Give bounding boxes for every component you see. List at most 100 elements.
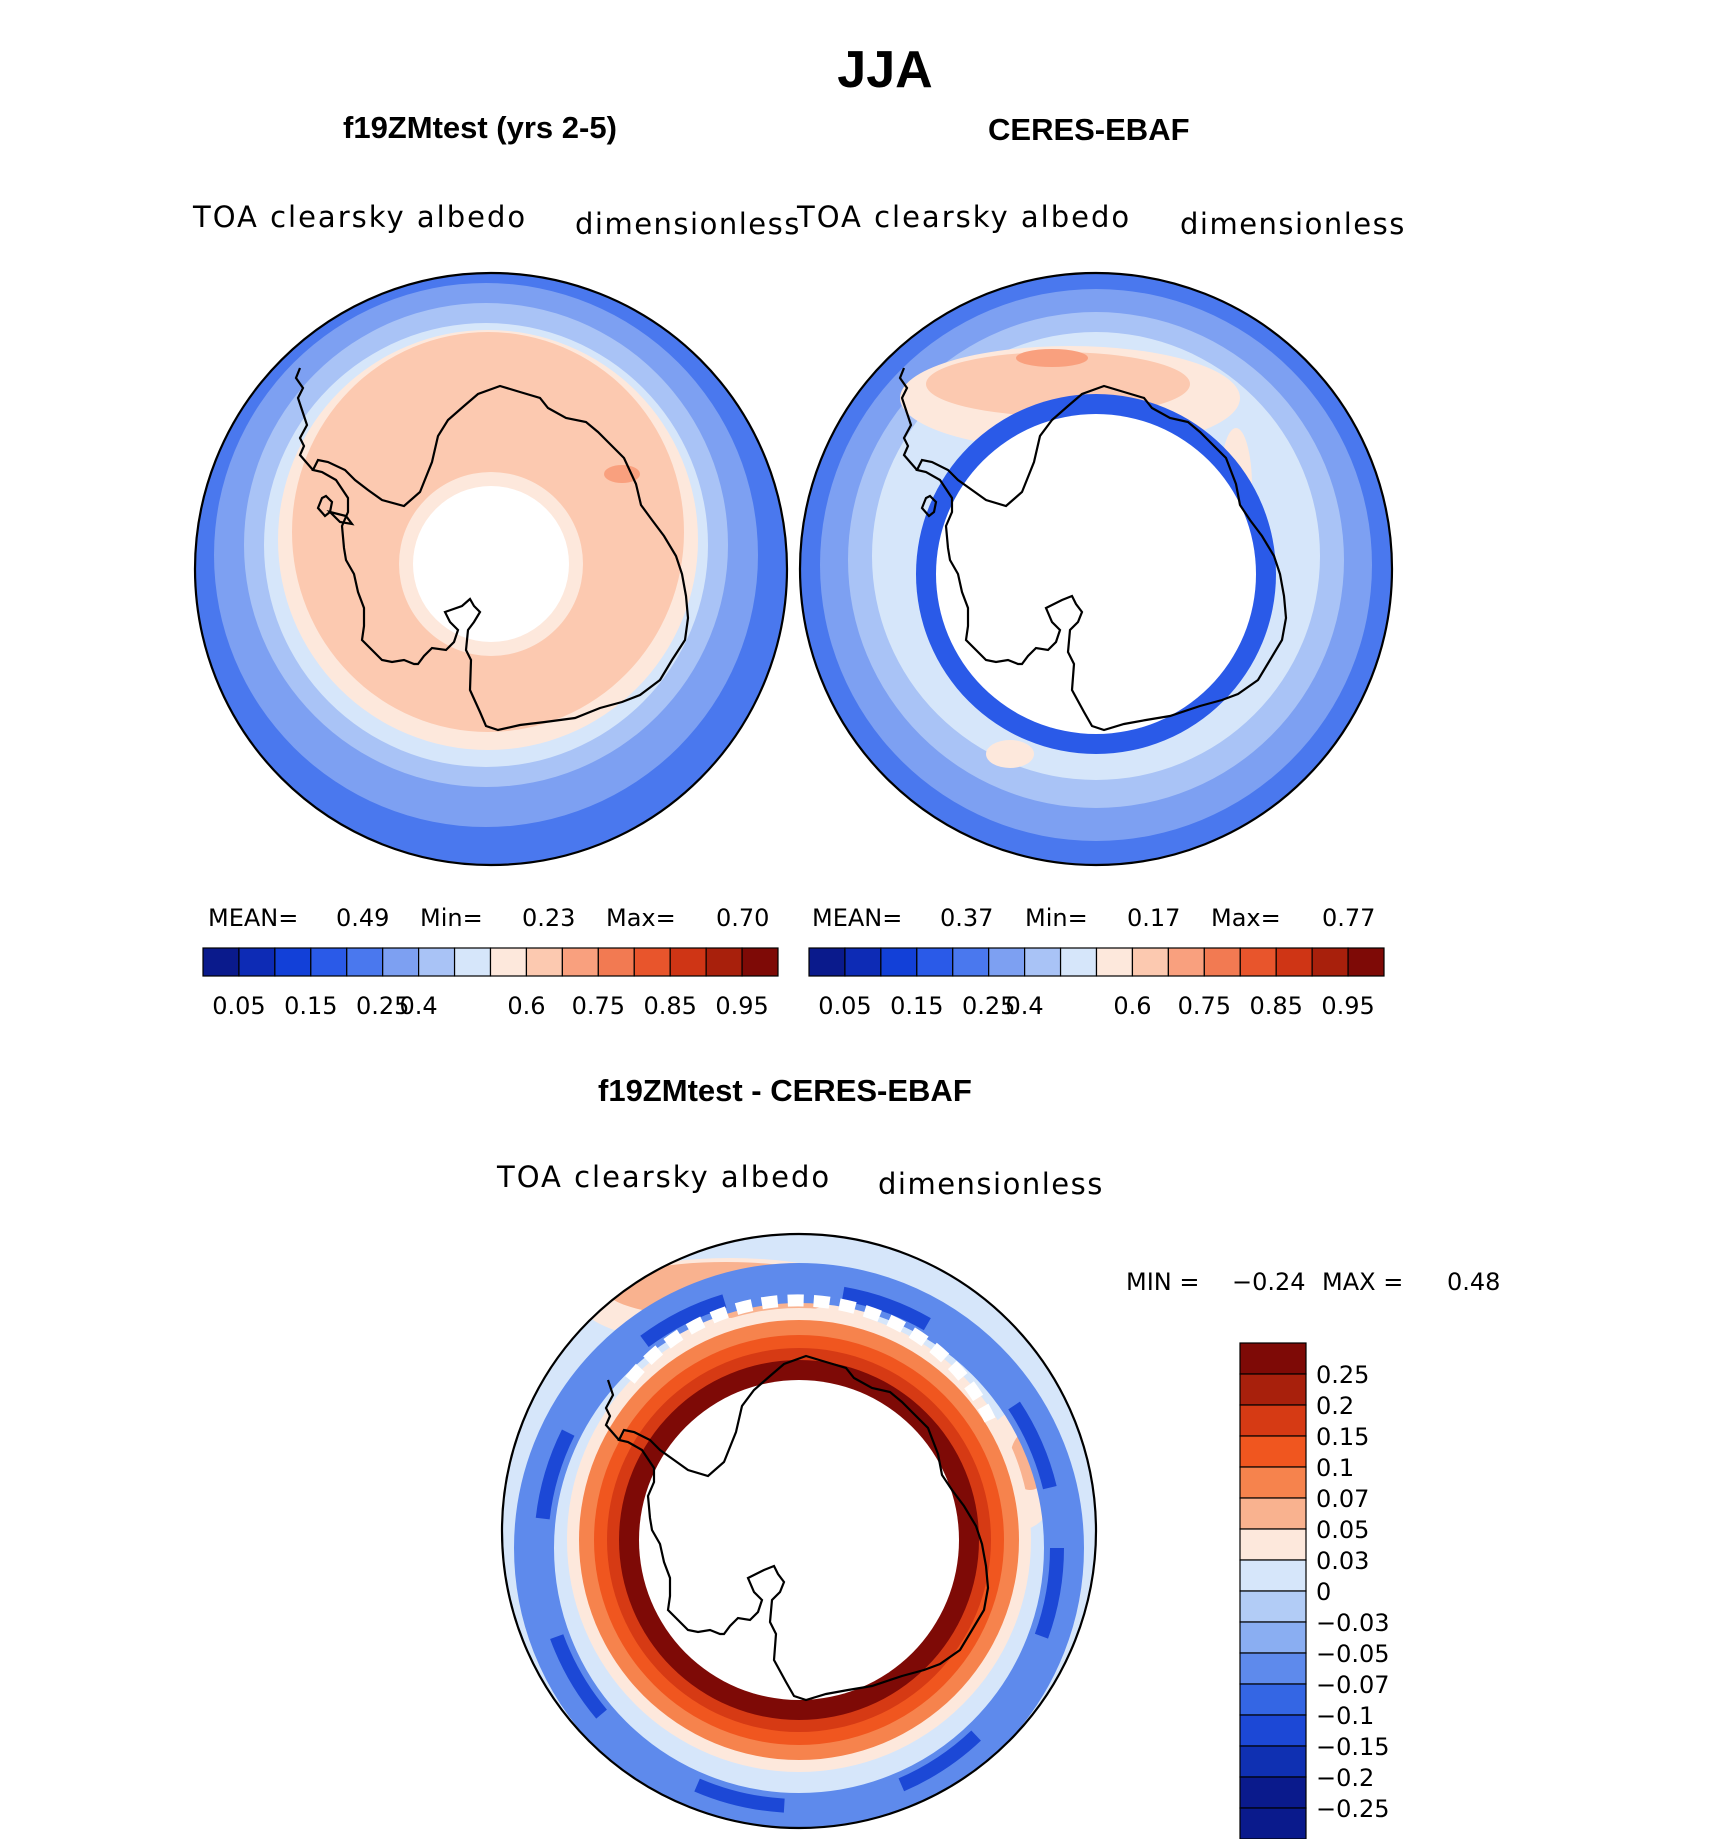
- panel2-colorbar-swatch-0: [808, 947, 846, 977]
- panel1-colorbar-swatch-2: [274, 947, 312, 977]
- diff-antarctica-coastline: [604, 1354, 990, 1702]
- panel1-colorbar-tick-label: 0.25: [356, 992, 409, 1020]
- panel2-colorbar-swatch-12: [1239, 947, 1277, 977]
- diff-colorbar-label: −0.05: [1316, 1640, 1390, 1668]
- diff-colorbar-swatch-5: [1239, 1497, 1307, 1530]
- panel1-colorbar-tick-label: 0.6: [507, 992, 545, 1020]
- figure-title: JJA: [837, 41, 933, 99]
- panel1-colorbar-swatch-9: [525, 947, 563, 977]
- panel1-colorbar-tick-label: 0.85: [643, 992, 696, 1020]
- panel2-max-value: 0.77: [1322, 904, 1376, 932]
- panel2-colorbar-swatch-9: [1131, 947, 1169, 977]
- diff-colorbar-label: 0.15: [1316, 1423, 1369, 1451]
- panel1-colorbar-swatch-5: [382, 947, 420, 977]
- panel1-colorbar-swatch-11: [597, 947, 635, 977]
- panel1-min-label: Min=: [420, 904, 483, 932]
- diff-colorbar-label: 0.2: [1316, 1392, 1354, 1420]
- panel1-colorbar-swatch-7: [453, 947, 492, 977]
- diff-map: [500, 1232, 1098, 1830]
- diff-colorbar-swatch-12: [1239, 1714, 1307, 1747]
- panel1-min-value: 0.23: [522, 904, 576, 932]
- panel2-colorbar-tick-label: 0.95: [1321, 992, 1374, 1020]
- diff-colorbar: 0.25 0.2 0.15 0.1 0.07 0.05 0.03 0 −0.03 −0.05 −0.…: [1239, 1342, 1390, 1839]
- panel2-heading: CERES-EBAF: [988, 112, 1190, 147]
- panel2-colorbar-swatch-13: [1275, 947, 1313, 977]
- panel2-mean-value: 0.37: [940, 904, 994, 932]
- panel1-units: dimensionless: [575, 207, 801, 241]
- panel2-colorbar-swatch-2: [880, 947, 918, 977]
- panel1-colorbar-swatch-14: [705, 947, 743, 977]
- diff-colorbar-label: 0.25: [1316, 1361, 1369, 1389]
- panel1-colorbar-swatch-4: [346, 947, 384, 977]
- diff-colorbar-label: −0.1: [1316, 1702, 1374, 1730]
- panel1-colorbar-swatch-12: [633, 947, 671, 977]
- panel1-colorbar-tick-label: 0.05: [212, 992, 265, 1020]
- panel2-colorbar-swatch-10: [1167, 947, 1205, 977]
- diff-colorbar-swatch-2: [1239, 1404, 1307, 1437]
- panel1-colorbar-swatch-1: [238, 947, 276, 977]
- diff-colorbar-label: 0.07: [1316, 1485, 1369, 1513]
- panel2-antarctica-coastline: [898, 367, 1288, 732]
- panel2-variable: TOA clearsky albedo: [797, 200, 1132, 234]
- diff-colorbar-swatch-3: [1239, 1435, 1307, 1468]
- diff-colorbar-label: 0.05: [1316, 1516, 1369, 1544]
- diff-colorbar-swatch-1: [1239, 1373, 1307, 1406]
- panel1-colorbar-swatch-0: [202, 947, 240, 977]
- panel1-colorbar-tick-label: 0.95: [715, 992, 768, 1020]
- diff-units: dimensionless: [878, 1167, 1104, 1201]
- panel2-colorbar: 0.05 0.15 0.250.4 0.6 0.75 0.85 0.95: [808, 947, 1385, 1020]
- diff-colorbar-swatch-7: [1239, 1559, 1307, 1592]
- panel1-colorbar: 0.05 0.15 0.250.4 0.6 0.75 0.85 0.95: [202, 947, 779, 1020]
- panel1-heading: f19ZMtest (yrs 2-5): [343, 110, 617, 145]
- diff-colorbar-label: −0.15: [1316, 1733, 1390, 1761]
- panel2-colorbar-swatch-6: [1024, 947, 1062, 977]
- panel2-map: [798, 271, 1394, 867]
- panel2-colorbar-swatch-7: [1059, 947, 1098, 977]
- panel1-colorbar-swatch-3: [310, 947, 348, 977]
- diff-variable: TOA clearsky albedo: [497, 1160, 832, 1194]
- diff-colorbar-label: −0.2: [1316, 1764, 1374, 1792]
- panel1-colorbar-tick-label: 0.4: [400, 992, 438, 1020]
- diff-colorbar-swatch-6: [1239, 1528, 1307, 1561]
- panel2-colorbar-swatch-1: [844, 947, 882, 977]
- diff-colorbar-label: 0.1: [1316, 1454, 1354, 1482]
- panel2-colorbar-tick-label: 0.25: [962, 992, 1015, 1020]
- panel2-colorbar-tick-label: 0.6: [1113, 992, 1151, 1020]
- panel2-colorbar-tick-label: 0.85: [1249, 992, 1302, 1020]
- panel1-max-value: 0.70: [716, 904, 770, 932]
- diff-colorbar-label: −0.25: [1316, 1795, 1390, 1823]
- panel2-colorbar-swatch-15: [1347, 947, 1385, 977]
- panel1-antarctica-coastline: [294, 367, 690, 732]
- diff-max-label: MAX =: [1322, 1268, 1404, 1296]
- panel1-colorbar-tick-label: 0.15: [284, 992, 337, 1020]
- diff-colorbar-swatch-8: [1239, 1590, 1307, 1623]
- diff-colorbar-label: −0.07: [1316, 1671, 1390, 1699]
- panel2-min-label: Min=: [1025, 904, 1088, 932]
- diff-colorbar-swatch-9: [1239, 1621, 1307, 1654]
- diff-colorbar-swatch-4: [1239, 1466, 1307, 1499]
- diff-colorbar-label: −0.03: [1316, 1609, 1390, 1637]
- panel1-map: [193, 271, 789, 867]
- panel1-mean-label: MEAN=: [208, 904, 299, 932]
- diff-min-value: −0.24: [1232, 1268, 1306, 1296]
- diff-colorbar-swatch-10: [1239, 1652, 1307, 1685]
- diff-colorbar-swatch-13: [1239, 1745, 1307, 1778]
- diff-colorbar-label: 0.03: [1316, 1547, 1369, 1575]
- panel2-colorbar-swatch-3: [916, 947, 954, 977]
- panel2-mean-label: MEAN=: [812, 904, 903, 932]
- panel1-colorbar-tick-label: 0.75: [572, 992, 625, 1020]
- diff-colorbar-swatch-11: [1239, 1683, 1307, 1716]
- panel2-min-value: 0.17: [1127, 904, 1181, 932]
- panel1-colorbar-swatch-8: [489, 947, 528, 977]
- panel2-colorbar-tick-label: 0.4: [1006, 992, 1044, 1020]
- panel2-colorbar-swatch-8: [1095, 947, 1134, 977]
- panel2-colorbar-swatch-14: [1311, 947, 1349, 977]
- diff-max-value: 0.48: [1447, 1268, 1501, 1296]
- panel1-mean-value: 0.49: [336, 904, 390, 932]
- panel2-colorbar-swatch-4: [952, 947, 990, 977]
- diff-min-label: MIN =: [1126, 1268, 1200, 1296]
- diff-colorbar-swatch-0: [1239, 1342, 1307, 1375]
- panel1-variable: TOA clearsky albedo: [193, 200, 528, 234]
- panel1-colorbar-swatch-6: [418, 947, 456, 977]
- diff-colorbar-swatch-end: [1239, 1807, 1307, 1839]
